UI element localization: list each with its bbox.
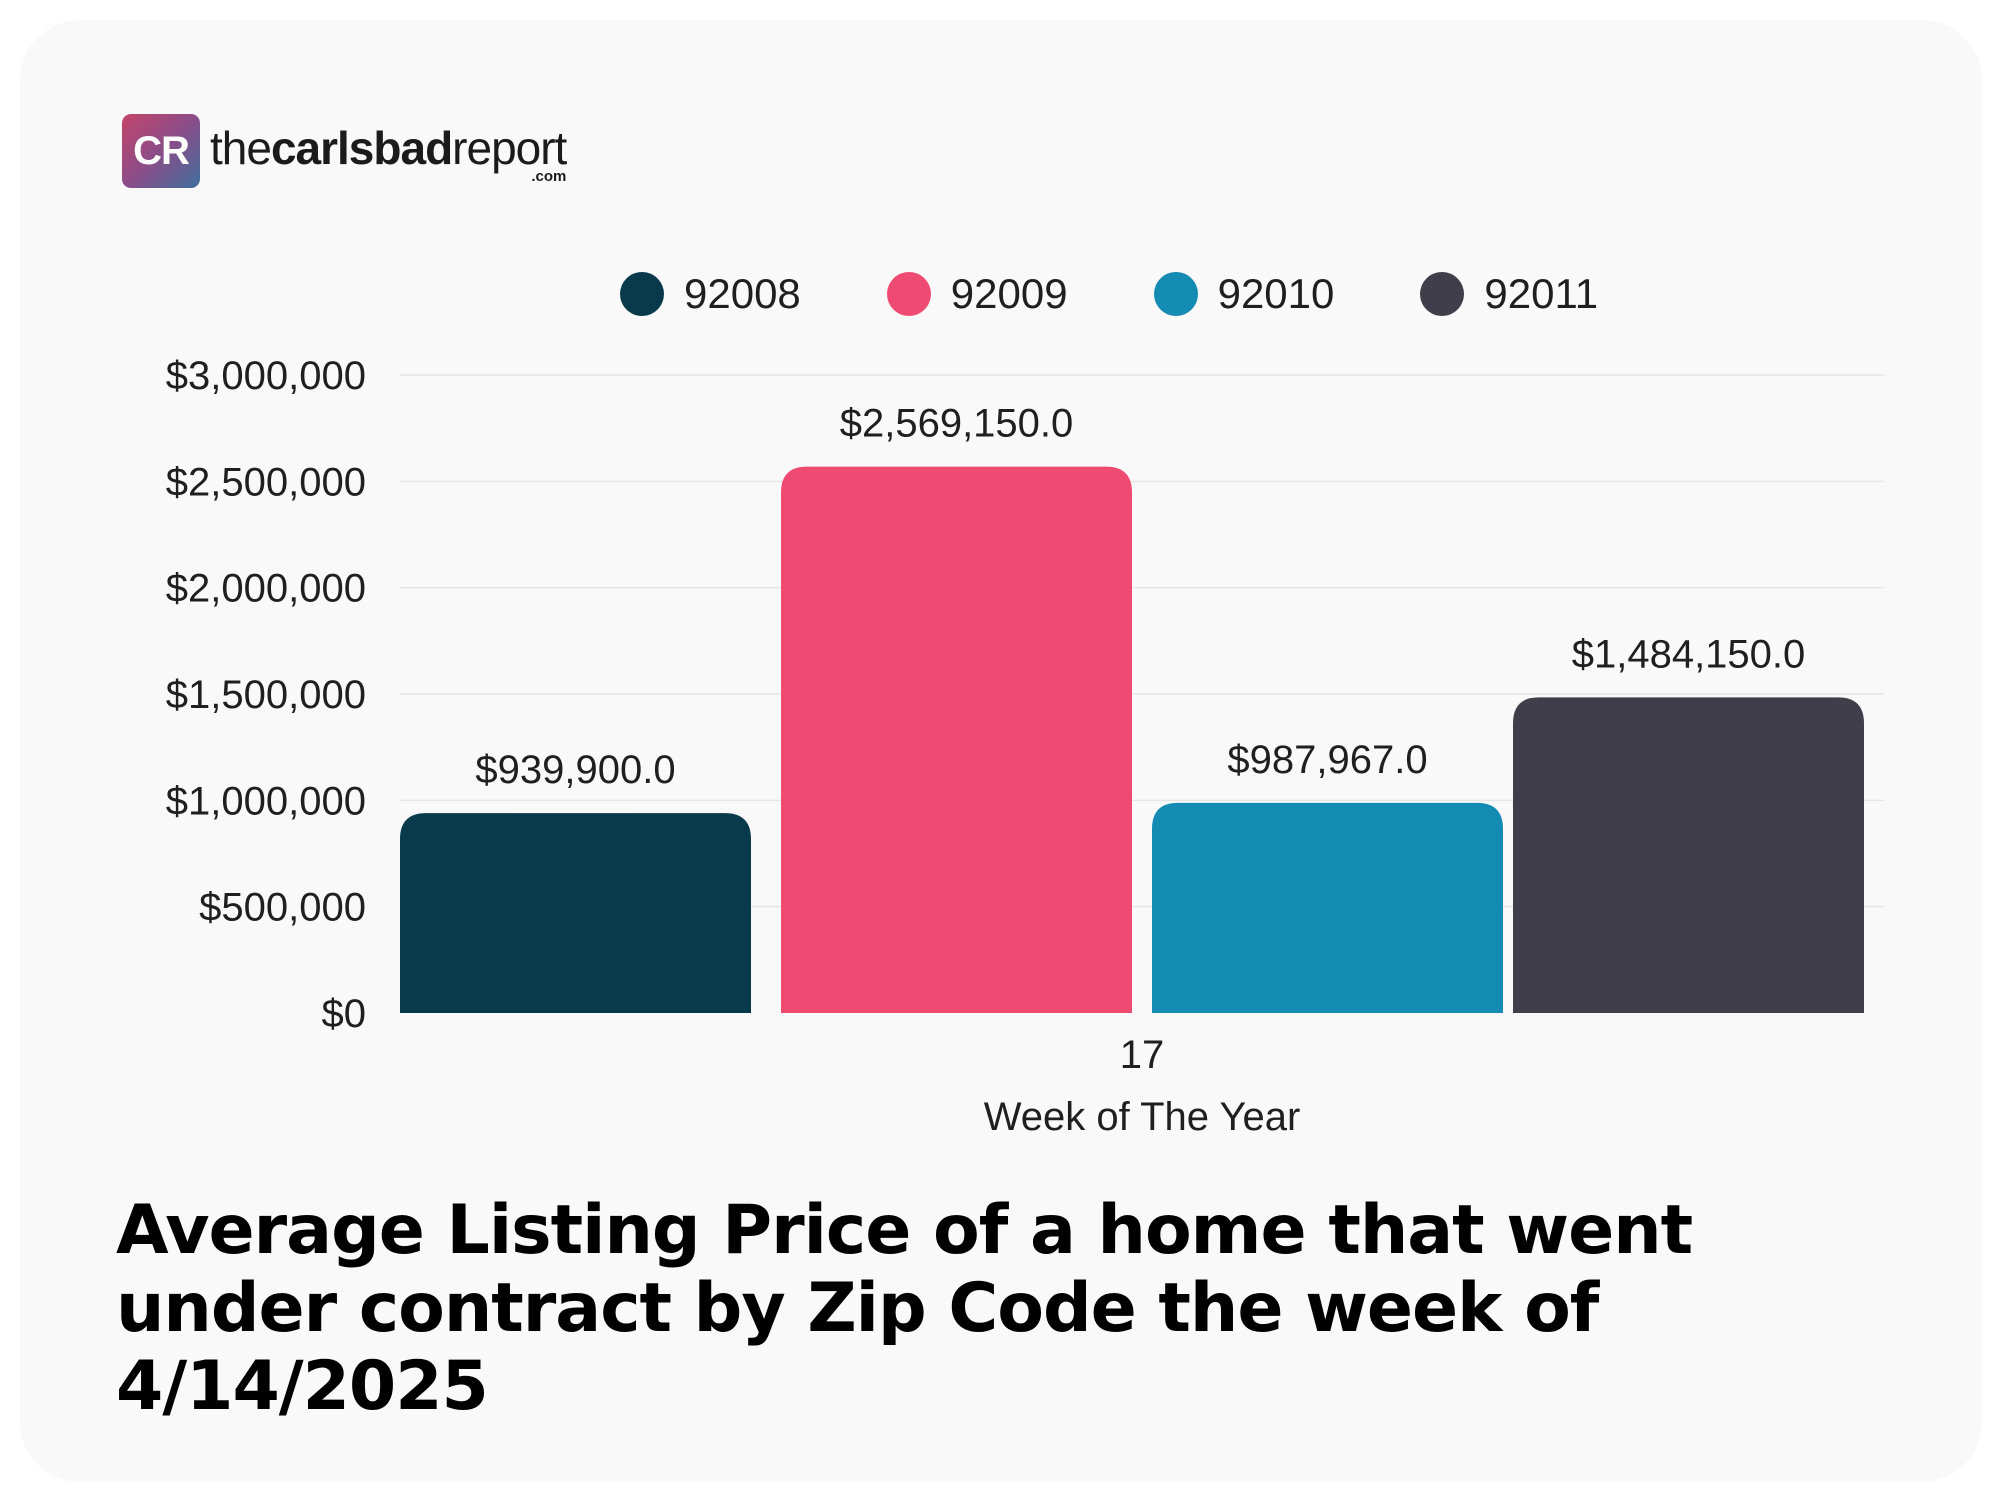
logo-suffix: .com bbox=[531, 168, 567, 185]
data-label-92011: $1,484,150.0 bbox=[1572, 632, 1806, 676]
legend-item-92011: 92011 bbox=[1420, 270, 1598, 318]
y-tick-label: $500,000 bbox=[199, 886, 366, 930]
logo-word-report: report bbox=[452, 122, 567, 174]
data-label-92009: $2,569,150.0 bbox=[840, 402, 1074, 446]
bar-92009 bbox=[781, 466, 1132, 1013]
y-tick-label: $3,000,000 bbox=[166, 354, 366, 398]
bar-92011 bbox=[1513, 697, 1864, 1013]
chart-title: Average Listing Price of a home that wen… bbox=[116, 1191, 1693, 1426]
y-tick-label: $2,000,000 bbox=[166, 567, 366, 611]
data-label-92008: $939,900.0 bbox=[475, 748, 675, 792]
legend-item-92008: 92008 bbox=[620, 270, 801, 318]
chart-legend: 92008 92009 92010 92011 bbox=[620, 270, 1598, 318]
x-tick-label: 17 bbox=[1120, 1033, 1165, 1077]
y-tick-label: $1,000,000 bbox=[166, 779, 366, 823]
legend-swatch-92008 bbox=[620, 272, 664, 316]
legend-swatch-92011 bbox=[1420, 272, 1465, 316]
legend-label-92009: 92009 bbox=[950, 270, 1068, 317]
logo-word-carlsbad: carlsbad bbox=[270, 122, 453, 174]
logo-word-the: the bbox=[210, 122, 272, 174]
x-axis-label: Week of The Year bbox=[984, 1095, 1301, 1139]
legend-label-92010: 92010 bbox=[1217, 270, 1335, 317]
logo-badge: CR bbox=[122, 114, 200, 188]
legend-label-92011: 92011 bbox=[1484, 270, 1599, 317]
legend-item-92010: 92010 bbox=[1153, 270, 1335, 318]
logo-wordmark: thecarlsbadreport .com bbox=[210, 114, 567, 188]
bar-92008 bbox=[400, 813, 751, 1013]
legend-swatch-92010 bbox=[1153, 272, 1198, 316]
y-tick-label: $1,500,000 bbox=[166, 673, 366, 717]
data-label-92010: $987,967.0 bbox=[1227, 738, 1427, 782]
brand-logo: CR thecarlsbadreport .com bbox=[122, 114, 567, 188]
bar-92010 bbox=[1152, 802, 1503, 1013]
legend-label-92008: 92008 bbox=[684, 270, 801, 317]
y-tick-label: $2,500,000 bbox=[166, 460, 366, 504]
legend-item-92009: 92009 bbox=[886, 270, 1068, 318]
y-tick-label: $0 bbox=[322, 992, 367, 1036]
legend-swatch-92009 bbox=[886, 272, 931, 316]
